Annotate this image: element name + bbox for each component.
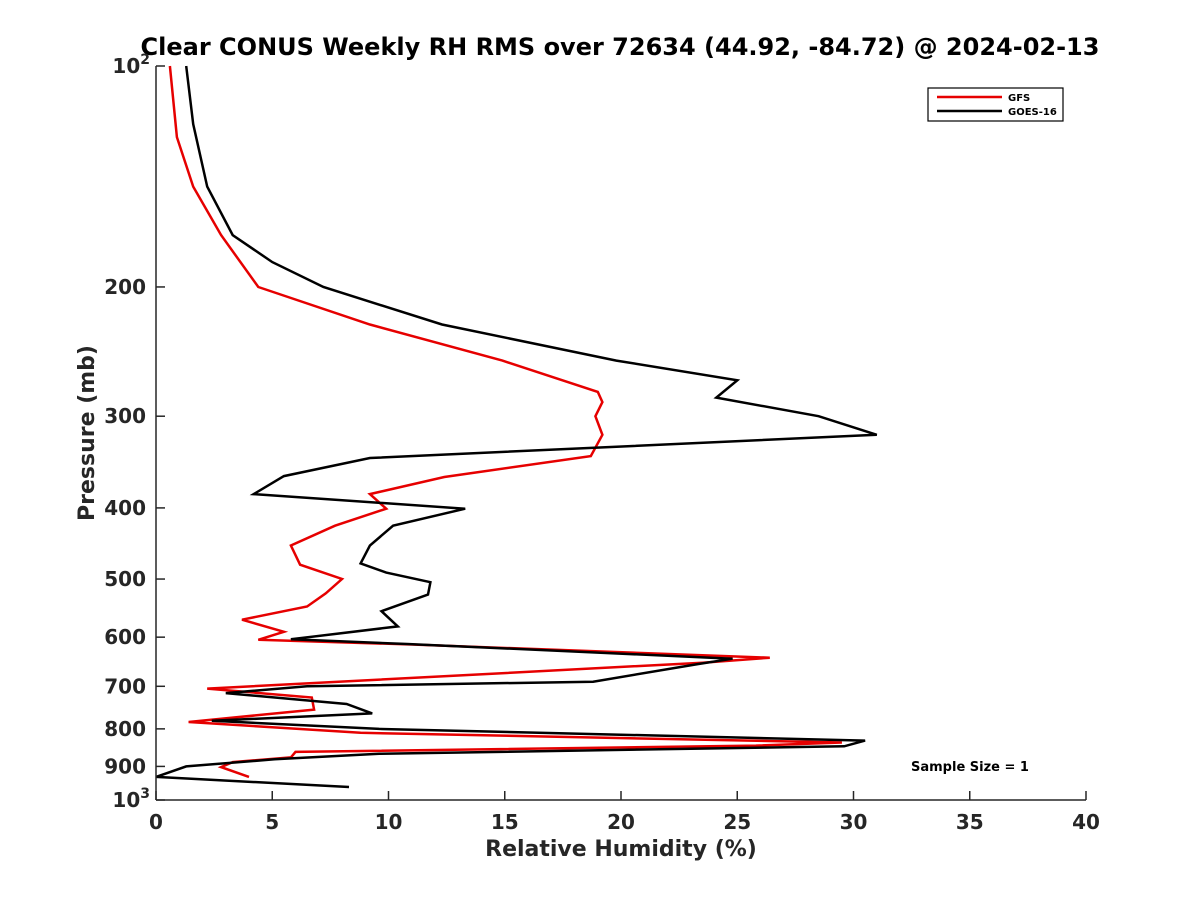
x-tick-label: 40 bbox=[1072, 810, 1100, 834]
x-ticks: 0 5 10 15 20 25 30 35 40 bbox=[149, 791, 1100, 834]
y-tick-label: 400 bbox=[104, 496, 146, 520]
series-line-goes16 bbox=[155, 65, 878, 789]
x-tick-label: 15 bbox=[491, 810, 519, 834]
x-tick-label: 20 bbox=[607, 810, 635, 834]
legend-label-goes16: GOES-16 bbox=[1008, 107, 1057, 118]
y-tick-label: 800 bbox=[104, 717, 146, 741]
sample-size-annotation: Sample Size = 1 bbox=[911, 760, 1029, 775]
legend-label-gfs: GFS bbox=[1008, 93, 1030, 104]
x-tick-label: 0 bbox=[149, 810, 163, 834]
x-tick-label: 30 bbox=[840, 810, 868, 834]
series-line-gfs bbox=[168, 65, 842, 779]
y-tick-label: 600 bbox=[104, 625, 146, 649]
y-ticks: 102 200 300 400 500 600 700 800 900 103 bbox=[104, 52, 165, 812]
chart-title: Clear CONUS Weekly RH RMS over 72634 (44… bbox=[141, 33, 1100, 61]
y-tick-label: 200 bbox=[104, 275, 146, 299]
x-tick-label: 25 bbox=[723, 810, 751, 834]
y-tick-label: 300 bbox=[104, 404, 146, 428]
x-tick-label: 5 bbox=[265, 810, 279, 834]
y-tick-label: 700 bbox=[104, 674, 146, 698]
x-axis-label: Relative Humidity (%) bbox=[485, 837, 757, 862]
y-axis-label: Pressure (mb) bbox=[75, 345, 100, 521]
x-tick-label: 10 bbox=[375, 810, 403, 834]
y-tick-label: 500 bbox=[104, 567, 146, 591]
legend-box bbox=[927, 87, 1064, 122]
legend: GFS GOES-16 bbox=[927, 87, 1064, 122]
plot-lines bbox=[155, 65, 878, 789]
x-tick-label: 35 bbox=[956, 810, 984, 834]
y-tick-label: 103 bbox=[112, 786, 150, 812]
y-tick-label: 102 bbox=[112, 52, 150, 78]
y-tick-label: 900 bbox=[104, 754, 146, 778]
